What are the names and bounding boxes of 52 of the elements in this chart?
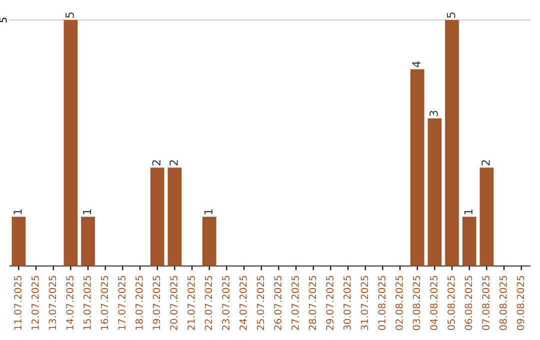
bar <box>480 168 494 266</box>
x-tick-label: 20.07.2025 <box>170 276 178 330</box>
data-label: 4 <box>412 61 420 68</box>
x-tick-label: 25.07.2025 <box>256 276 264 330</box>
x-tick-label: 27.07.2025 <box>291 276 299 330</box>
x-tick-label: 22.07.2025 <box>204 276 212 330</box>
data-label: 2 <box>152 160 160 166</box>
x-tick-label: 26.07.2025 <box>274 276 282 330</box>
x-tick-label: 31.07.2025 <box>360 276 368 330</box>
x-tick-label: 30.07.2025 <box>343 276 351 330</box>
data-label: 5 <box>446 12 456 18</box>
bar <box>81 216 95 266</box>
x-tick-label: 17.07.2025 <box>118 276 126 330</box>
data-label: 1 <box>14 209 22 214</box>
x-tick-label: 08.08.2025 <box>499 276 507 330</box>
data-label: 2 <box>169 160 178 166</box>
bar <box>428 118 442 266</box>
x-tick-label: 29.07.2025 <box>326 276 334 330</box>
x-tick-label: 03.08.2025 <box>412 276 420 330</box>
data-label: 3 <box>429 110 438 116</box>
bar <box>445 20 459 266</box>
data-label: 1 <box>204 209 212 214</box>
x-tick-label: 15.07.2025 <box>83 276 91 330</box>
bar <box>202 216 216 266</box>
x-tick-label: 21.07.2025 <box>187 276 195 330</box>
x-tick-label: 05.08.2025 <box>447 276 455 330</box>
bar <box>150 168 164 266</box>
x-tick-label: 09.08.2025 <box>516 276 524 330</box>
x-tick-label: 12.07.2025 <box>31 276 39 330</box>
x-tick-label: 28.07.2025 <box>308 276 316 330</box>
data-label: 1 <box>464 209 472 214</box>
x-tick-label: 07.08.2025 <box>482 276 490 330</box>
bar <box>168 168 182 266</box>
bar <box>12 216 26 266</box>
x-tick-label: 19.07.2025 <box>152 276 160 330</box>
x-tick-label: 13.07.2025 <box>48 276 56 330</box>
x-tick-label: 23.07.2025 <box>222 276 230 330</box>
data-label: 2 <box>481 160 490 166</box>
x-tick-label: 24.07.2025 <box>239 276 247 330</box>
data-label: 5 <box>66 12 74 18</box>
x-tick-label: 14.07.2025 <box>66 276 74 330</box>
x-tick-label: 04.08.2025 <box>430 276 438 330</box>
bar <box>462 216 476 266</box>
x-tick-label: 06.08.2025 <box>464 276 472 330</box>
x-tick-label: 18.07.2025 <box>135 276 143 330</box>
x-tick-label: 02.08.2025 <box>395 276 403 330</box>
bar <box>410 69 424 266</box>
x-tick-label: 16.07.2025 <box>100 276 108 330</box>
x-tick-label: 01.08.2025 <box>378 276 386 330</box>
data-label: 1 <box>82 209 92 214</box>
bar <box>64 20 78 266</box>
x-tick-label: 11.07.2025 <box>14 276 22 330</box>
